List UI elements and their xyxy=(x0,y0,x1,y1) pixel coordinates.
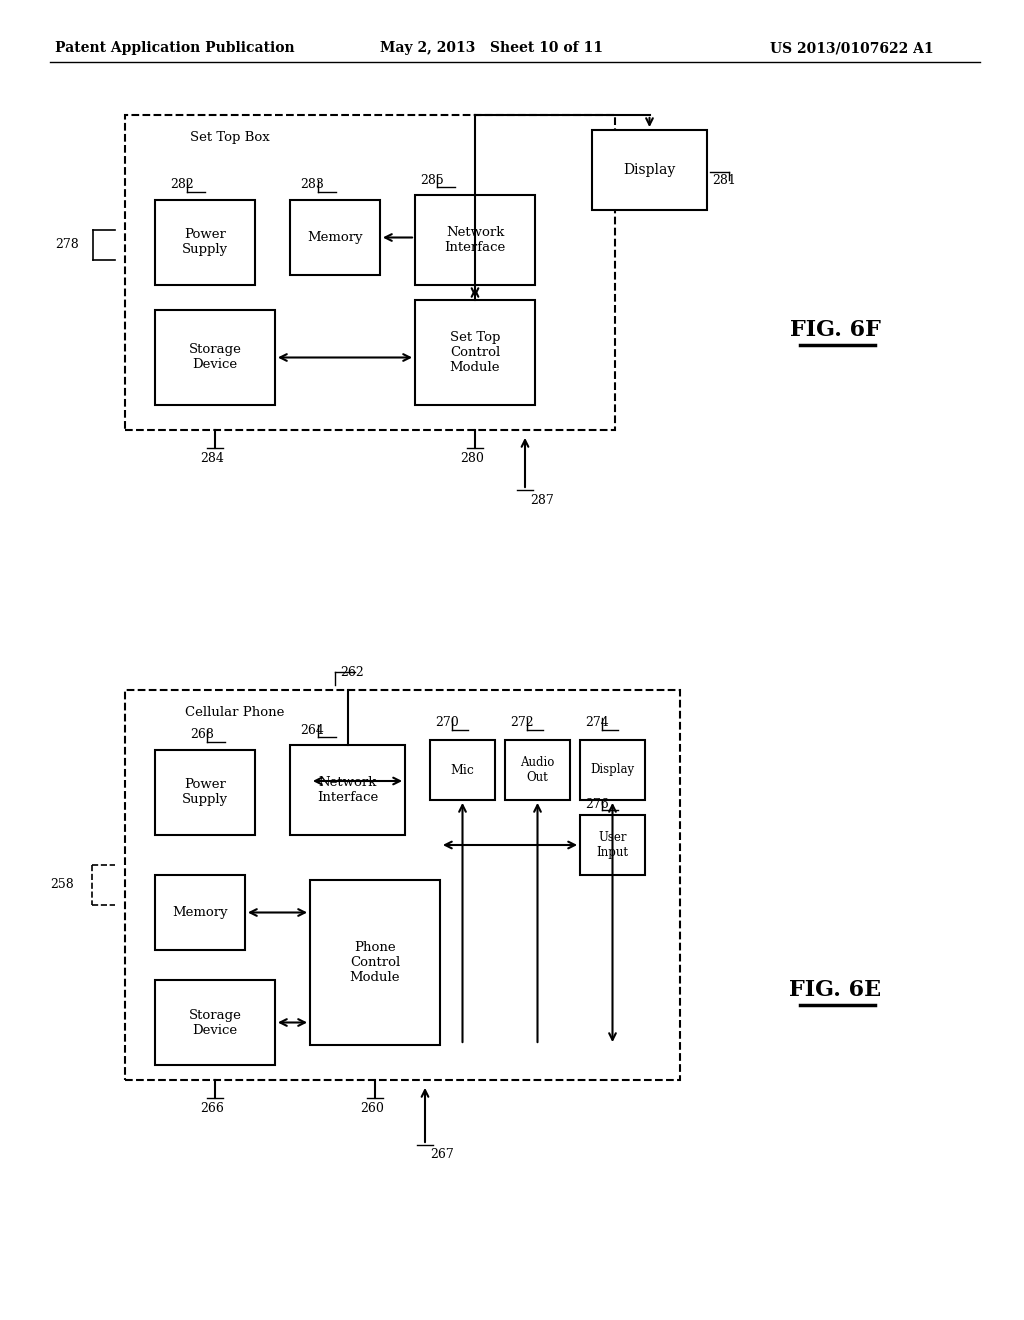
Text: Memory: Memory xyxy=(307,231,362,244)
Text: Display: Display xyxy=(624,162,676,177)
Bar xyxy=(155,750,255,836)
Text: 283: 283 xyxy=(300,178,324,191)
Text: 278: 278 xyxy=(55,239,79,252)
Text: Power
Supply: Power Supply xyxy=(182,779,228,807)
Text: 284: 284 xyxy=(200,451,224,465)
Bar xyxy=(430,741,495,800)
Text: 280: 280 xyxy=(460,451,484,465)
Text: 260: 260 xyxy=(360,1101,384,1114)
Text: Network
Interface: Network Interface xyxy=(316,776,378,804)
Text: 258: 258 xyxy=(50,879,74,891)
Text: 287: 287 xyxy=(530,494,554,507)
Text: 285: 285 xyxy=(420,173,443,186)
Text: May 2, 2013   Sheet 10 of 11: May 2, 2013 Sheet 10 of 11 xyxy=(380,41,603,55)
Text: FIG. 6F: FIG. 6F xyxy=(790,319,881,341)
Bar xyxy=(580,741,645,800)
Text: Memory: Memory xyxy=(172,906,227,919)
Text: Storage
Device: Storage Device xyxy=(188,343,242,371)
Text: Power
Supply: Power Supply xyxy=(182,228,228,256)
Bar xyxy=(125,690,680,1080)
Bar xyxy=(580,814,645,875)
Text: 266: 266 xyxy=(200,1101,224,1114)
Text: Display: Display xyxy=(591,763,635,776)
Text: 272: 272 xyxy=(510,715,534,729)
Text: 264: 264 xyxy=(300,723,324,737)
Bar xyxy=(155,979,275,1065)
Text: US 2013/0107622 A1: US 2013/0107622 A1 xyxy=(770,41,934,55)
Text: User
Input: User Input xyxy=(597,832,629,859)
Bar xyxy=(155,310,275,405)
Text: 276: 276 xyxy=(585,799,608,812)
Text: Mic: Mic xyxy=(451,763,474,776)
Bar xyxy=(592,129,707,210)
Text: Audio
Out: Audio Out xyxy=(520,756,555,784)
Text: Network
Interface: Network Interface xyxy=(444,226,506,253)
Text: 268: 268 xyxy=(190,729,214,742)
Text: Set Top Box: Set Top Box xyxy=(190,131,269,144)
Bar xyxy=(415,195,535,285)
Bar xyxy=(310,880,440,1045)
Bar xyxy=(155,201,255,285)
Text: FIG. 6E: FIG. 6E xyxy=(788,979,881,1001)
Bar xyxy=(290,201,380,275)
Text: Cellular Phone: Cellular Phone xyxy=(185,705,285,718)
Text: 274: 274 xyxy=(585,715,608,729)
Text: 282: 282 xyxy=(170,178,194,191)
Bar xyxy=(155,875,245,950)
Text: 267: 267 xyxy=(430,1148,454,1162)
Bar xyxy=(505,741,570,800)
Text: 281: 281 xyxy=(712,173,736,186)
Text: Storage
Device: Storage Device xyxy=(188,1008,242,1036)
Text: Phone
Control
Module: Phone Control Module xyxy=(350,941,400,983)
Text: Patent Application Publication: Patent Application Publication xyxy=(55,41,295,55)
Text: 262: 262 xyxy=(340,665,364,678)
Bar xyxy=(415,300,535,405)
Text: 270: 270 xyxy=(435,715,459,729)
Bar xyxy=(125,115,615,430)
Bar xyxy=(290,744,406,836)
Text: Set Top
Control
Module: Set Top Control Module xyxy=(450,331,501,374)
